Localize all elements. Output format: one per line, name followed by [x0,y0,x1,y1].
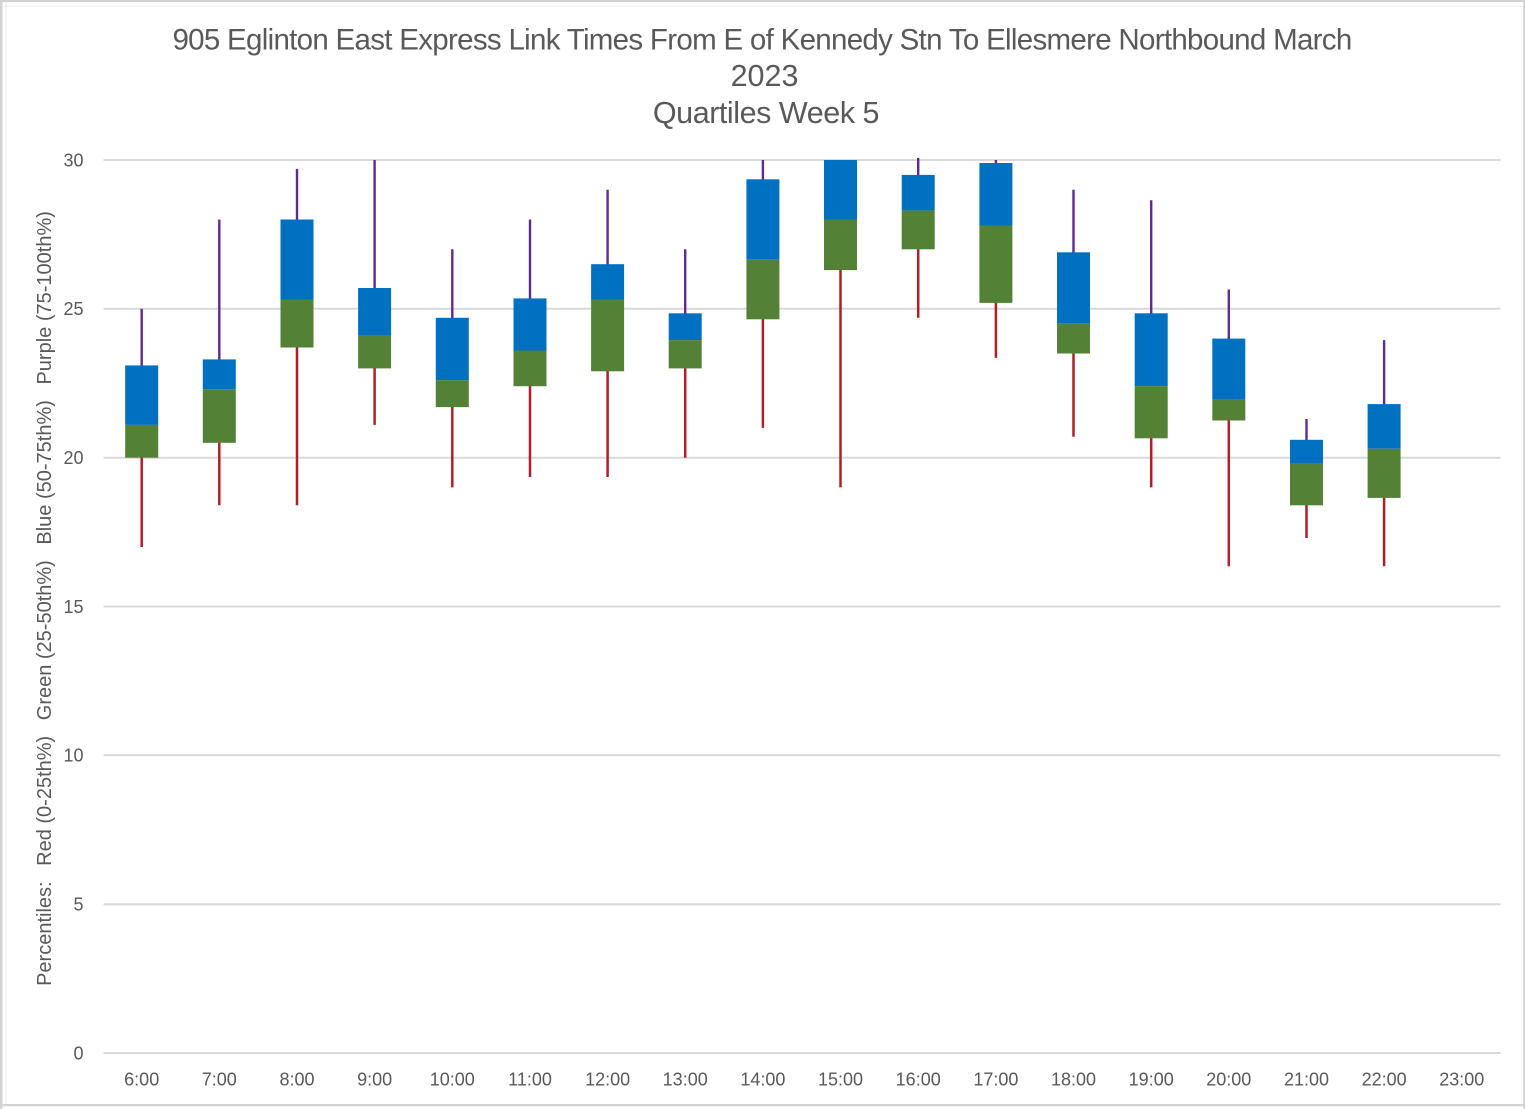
svg-text:9:00: 9:00 [357,1070,392,1090]
svg-text:15: 15 [63,597,83,617]
svg-text:20:00: 20:00 [1206,1070,1251,1090]
svg-text:7:00: 7:00 [202,1070,237,1090]
svg-text:14:00: 14:00 [740,1070,785,1090]
svg-text:20: 20 [63,448,83,468]
svg-text:10: 10 [63,746,83,766]
svg-text:6:00: 6:00 [124,1070,159,1090]
svg-text:0: 0 [73,1043,83,1063]
svg-text:25: 25 [63,299,83,319]
svg-text:22:00: 22:00 [1362,1070,1407,1090]
svg-text:23:00: 23:00 [1439,1070,1484,1090]
svg-text:17:00: 17:00 [973,1070,1018,1090]
svg-text:5: 5 [73,895,83,915]
svg-text:30: 30 [63,150,83,170]
svg-text:Percentiles: Red (0-25th%) G: Percentiles: Red (0-25th%) Green (25-50t… [34,211,56,986]
svg-text:11:00: 11:00 [508,1070,552,1090]
svg-text:2023: 2023 [731,59,799,93]
svg-text:12:00: 12:00 [585,1070,630,1090]
svg-text:19:00: 19:00 [1129,1070,1174,1090]
svg-text:15:00: 15:00 [818,1070,863,1090]
svg-text:10:00: 10:00 [430,1070,475,1090]
svg-text:18:00: 18:00 [1051,1070,1096,1090]
svg-text:16:00: 16:00 [896,1070,941,1090]
svg-text:13:00: 13:00 [663,1070,708,1090]
svg-text:905 Eglinton East Express Link: 905 Eglinton East Express Link Times Fro… [172,24,1351,57]
svg-text:8:00: 8:00 [279,1070,314,1090]
svg-text:21:00: 21:00 [1284,1070,1329,1090]
svg-text:Quartiles Week 5: Quartiles Week 5 [653,96,879,130]
